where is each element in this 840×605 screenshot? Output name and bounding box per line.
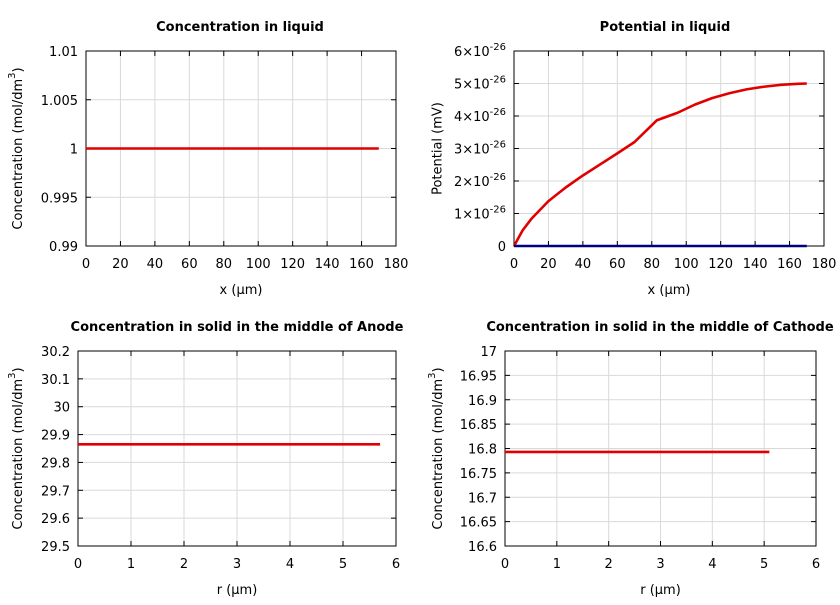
y-tick-label: 29.9 [41, 429, 70, 444]
x-tick-label: 2 [180, 557, 188, 572]
y-tick-label: 29.5 [41, 540, 70, 555]
x-tick-label: 40 [575, 257, 592, 272]
x-tick-label: 140 [315, 257, 340, 272]
chart-panel-3: 0 1 2 3 4 5 629.529.629.729.829.93030.130.2Con… [7, 320, 404, 598]
x-tick-label: 100 [246, 257, 271, 272]
y-axis-label: Concentration (mol/dm3) [427, 367, 446, 529]
x-tick-label: 3 [233, 557, 241, 572]
x-tick-label: 2 [605, 557, 613, 572]
x-tick-label: 180 [812, 257, 837, 272]
x-tick-label: 20 [540, 257, 557, 272]
x-tick-label: 1 [127, 557, 135, 572]
y-tick-label: 16.8 [468, 443, 497, 458]
x-tick-label: 1 [553, 557, 561, 572]
chart-panel-2: 0 20 40 60 80 100 120 140 160 180 0 1×10-26 2×10-26 3… [431, 20, 837, 298]
x-tick-label: 0 [82, 257, 90, 272]
x-tick-label: 4 [286, 557, 294, 572]
y-tick-label: 29.8 [41, 456, 70, 471]
x-axis-label: r (μm) [640, 583, 681, 598]
x-axis-label: x (μm) [220, 283, 263, 298]
series-line-1 [512, 82, 807, 247]
y-tick-label: 30 [53, 401, 70, 416]
x-tick-label: 120 [280, 257, 305, 272]
y-tick-label: 0 [498, 240, 506, 255]
y-tick-label: 17 [480, 345, 497, 360]
x-tick-label: 60 [609, 257, 626, 272]
y-tick-label: 16.7 [468, 491, 497, 506]
x-tick-label: 40 [147, 257, 164, 272]
y-tick-label: 16.95 [460, 369, 497, 384]
y-tick-label: 16.75 [460, 467, 497, 482]
chart-title: Concentration in solid in the middle of … [71, 320, 404, 335]
x-tick-label: 140 [743, 257, 768, 272]
x-tick-label: 4 [708, 557, 716, 572]
x-tick-label: 0 [501, 557, 509, 572]
chart-panel-4: 0 1 2 3 4 5 6 16.6 16.65 16.7 16.75 16.8 16.85 16.9 16… [427, 320, 834, 598]
chart-panel-1: 0 20 40 60 80 100 120 140 160 180 0.99 0.995 1 1.005 1… [7, 20, 408, 298]
x-tick-label: 5 [760, 557, 768, 572]
y-tick-label: 29.7 [41, 484, 70, 499]
x-tick-label: 80 [216, 257, 233, 272]
y-tick-label: 4×10-26 [454, 107, 506, 125]
x-tick-label: 120 [708, 257, 733, 272]
y-tick-label: 30.2 [41, 345, 70, 360]
x-tick-label: 0 [74, 557, 82, 572]
x-tick-label: 100 [674, 257, 699, 272]
y-tick-label: 1.005 [41, 94, 78, 109]
x-axis-label: r (μm) [217, 583, 258, 598]
x-tick-label: 80 [644, 257, 661, 272]
y-tick-label: 16.85 [460, 418, 497, 433]
y-tick-label: 0.99 [49, 240, 78, 255]
x-axis-label: x (μm) [648, 283, 691, 298]
x-tick-label: 5 [339, 557, 347, 572]
x-tick-label: 160 [777, 257, 802, 272]
y-tick-label: 16.65 [460, 516, 497, 531]
y-axis-label: Potential (mV) [431, 102, 446, 195]
x-tick-label: 6 [812, 557, 820, 572]
y-tick-label: 1 [70, 143, 78, 158]
y-tick-label: 16.9 [468, 394, 497, 409]
y-tick-label: 5×10-26 [454, 75, 506, 93]
y-tick-label: 1×10-26 [454, 205, 506, 223]
x-tick-label: 60 [181, 257, 198, 272]
y-tick-label: 0.995 [41, 191, 78, 206]
y-tick-label: 3×10-26 [454, 140, 506, 158]
x-tick-label: 3 [656, 557, 664, 572]
chart-title: Concentration in solid in the middle of … [486, 320, 834, 335]
y-tick-label: 16.6 [468, 540, 497, 555]
x-tick-label: 6 [392, 557, 400, 572]
y-tick-label: 6×10-26 [454, 42, 506, 60]
x-tick-label: 180 [384, 257, 409, 272]
y-tick-label: 30.1 [41, 373, 70, 388]
x-tick-label: 0 [510, 257, 518, 272]
y-tick-label: 2×10-26 [454, 172, 506, 190]
y-tick-label: 29.6 [41, 512, 70, 527]
x-tick-label: 20 [112, 257, 129, 272]
y-tick-label: 1.01 [49, 45, 78, 60]
y-axis-label: Concentration (mol/dm3) [7, 67, 26, 229]
chart-title: Concentration in liquid [156, 20, 324, 35]
chart-title: Potential in liquid [600, 20, 731, 35]
y-axis-label: Concentration (mol/dm3) [7, 367, 26, 529]
x-tick-label: 160 [349, 257, 374, 272]
